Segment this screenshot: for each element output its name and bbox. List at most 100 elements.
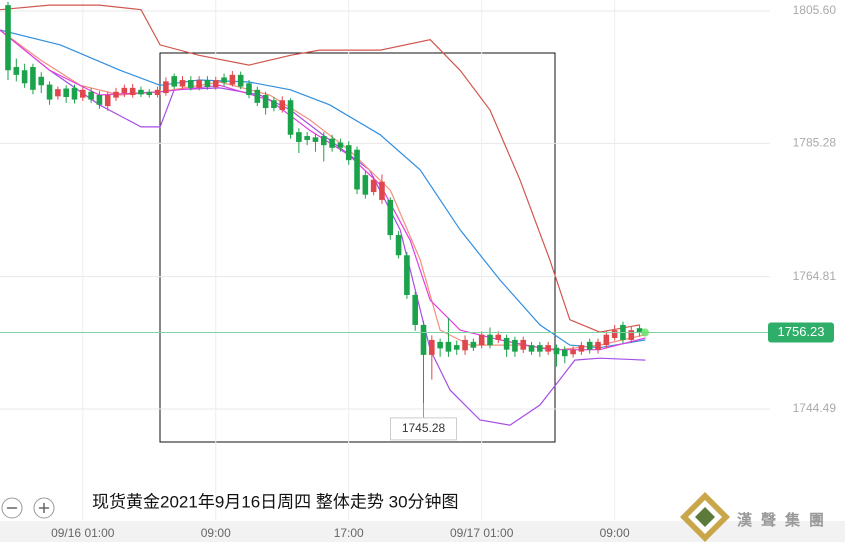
candle-body: [528, 345, 535, 352]
candle-body: [570, 349, 576, 355]
low-marker-label: 1745.28: [402, 421, 446, 435]
candle-body: [71, 87, 78, 100]
candle-body: [5, 5, 11, 71]
candle-body: [603, 334, 610, 346]
x-tick-label: 17:00: [334, 526, 364, 540]
logo-text: 漢聲集團: [737, 511, 833, 529]
indicator-line: [0, 29, 646, 351]
candle-body: [30, 67, 36, 90]
candle-body: [304, 136, 310, 140]
candle-body: [179, 80, 186, 87]
candle-body: [138, 89, 144, 95]
x-tick-label: 09/16 01:00: [51, 526, 115, 540]
candle-body: [271, 100, 277, 109]
candle-body: [437, 341, 443, 349]
last-price-label: 1756.23: [778, 324, 825, 339]
candle-body: [129, 87, 136, 96]
candle-body: [237, 74, 244, 87]
candle-body: [221, 77, 227, 83]
candle-body: [445, 341, 452, 352]
candle-body: [636, 328, 643, 333]
indicator-line: [0, 29, 646, 349]
candle-body: [229, 74, 236, 85]
candle-body: [512, 339, 518, 352]
candle-body: [96, 95, 103, 105]
candle-body: [395, 235, 402, 256]
indicator-line: [0, 4, 640, 333]
candle-body: [520, 339, 527, 350]
candle-body: [312, 137, 319, 142]
candle-body: [337, 142, 344, 148]
logo-diamond: [695, 507, 715, 527]
y-tick-label: 1764.81: [793, 269, 837, 283]
candle-body: [404, 255, 410, 295]
candle-body: [495, 334, 502, 340]
grid: [0, 0, 770, 520]
candle-body: [121, 87, 128, 94]
candle-body: [379, 181, 385, 200]
candle-body: [188, 80, 194, 88]
candle-body: [262, 95, 269, 109]
candle-body: [21, 70, 28, 84]
candle-body: [171, 76, 178, 87]
candle-body: [46, 84, 53, 100]
candles: [5, 1, 643, 404]
x-tick-label: 09:00: [600, 526, 630, 540]
y-tick-label: 1785.28: [793, 136, 837, 150]
chart-title: 现货黄金2021年9月16日周四 整体走势 30分钟图: [92, 492, 459, 511]
last-price-box: [768, 322, 834, 343]
candle-body: [503, 337, 510, 350]
candle-body: [611, 330, 618, 338]
candle-body: [462, 339, 468, 351]
logo: 漢聲集團: [680, 492, 833, 542]
candle-body: [279, 100, 286, 111]
candle-body: [370, 179, 377, 193]
candle-body: [55, 89, 61, 97]
candle-body: [345, 145, 352, 161]
focus-box: [159, 52, 556, 443]
candle-body: [586, 341, 593, 350]
x-tick-label: 09:00: [201, 526, 231, 540]
candle-body: [13, 67, 20, 75]
candle-body: [320, 136, 327, 146]
candle-body: [420, 324, 427, 355]
candle-body: [154, 89, 161, 96]
candle-body: [470, 341, 477, 348]
candle-body: [296, 132, 302, 142]
candle-body: [453, 345, 460, 350]
candle-body: [387, 199, 394, 236]
candle-body: [561, 349, 568, 357]
candle-body: [196, 80, 202, 88]
zoom-out[interactable]: [1, 497, 23, 519]
candle-body: [104, 95, 111, 107]
candle-body: [204, 80, 211, 88]
indicator-line: [0, 29, 646, 351]
y-tick-label: 1744.49: [793, 401, 837, 415]
candle-body: [545, 345, 551, 352]
candle-body: [79, 89, 86, 98]
candle-body: [212, 80, 219, 88]
candle-body: [113, 91, 119, 98]
low-marker-box: [390, 417, 458, 441]
candle-body: [38, 76, 45, 86]
candle-body: [429, 339, 435, 355]
candle-body: [412, 294, 418, 325]
candle-body: [329, 138, 335, 148]
candle-body: [628, 330, 635, 340]
candle-body: [287, 100, 294, 135]
x-axis-band: [0, 521, 845, 542]
candle-body: [537, 345, 543, 352]
candle-body: [254, 89, 261, 103]
last-price-dot: [641, 328, 649, 337]
candle-body: [362, 175, 369, 195]
candle-body: [595, 341, 601, 350]
candle-body: [63, 88, 69, 97]
candle-body: [246, 83, 252, 96]
candle-body: [146, 91, 153, 96]
overlay: 1744.49 1764.81 1785.28 1805.60 09/16 01:00 0…: [0, 3, 836, 540]
candle-body: [163, 81, 169, 94]
candle-body: [487, 334, 493, 346]
zoom-in[interactable]: [33, 497, 55, 519]
candle-body: [578, 345, 585, 352]
